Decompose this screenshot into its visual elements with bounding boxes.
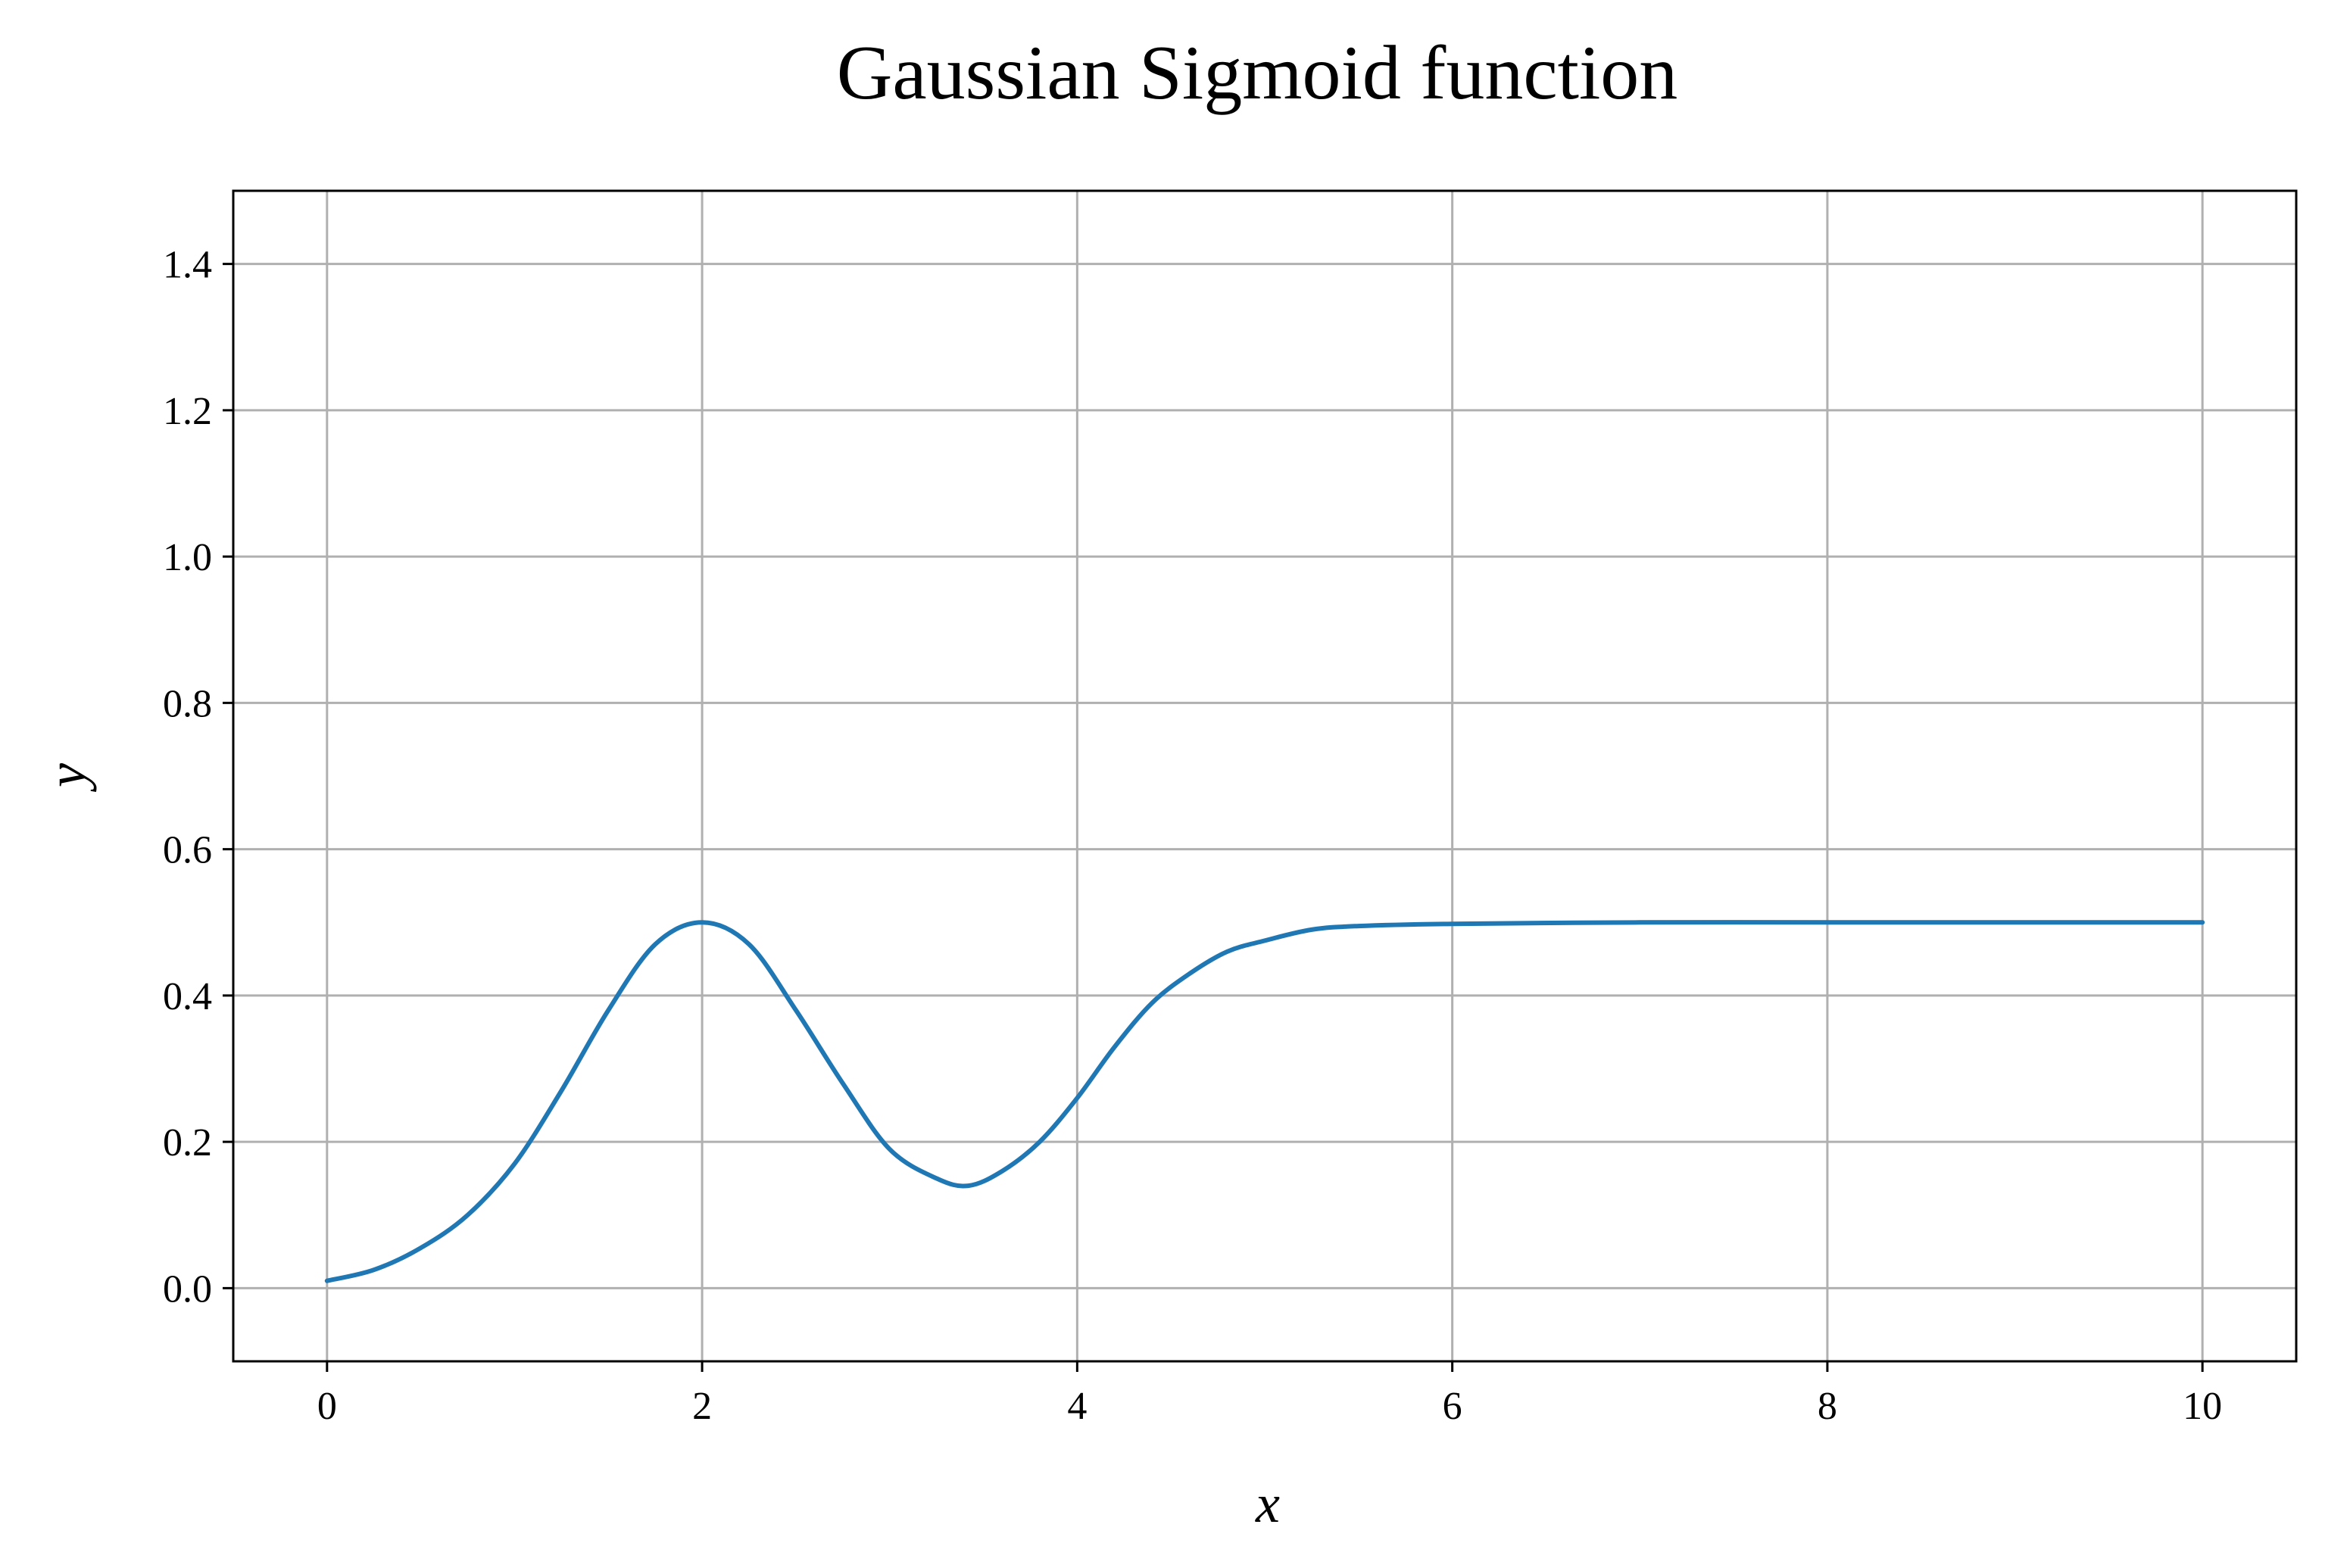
chart-title: Gaussian Sigmoid function <box>837 30 1678 116</box>
y-tick-label: 0.6 <box>163 829 212 872</box>
series-layer <box>324 920 2205 1283</box>
series-line-0 <box>324 920 2205 1283</box>
x-tick-label: 8 <box>1818 1385 1837 1428</box>
x-tick-label: 6 <box>1443 1385 1462 1428</box>
axis-ticks: 0 2 4 6 8 10 0.0 0.2 0.4 0.6 0.8 1.0 1.2 1.4 <box>163 244 2222 1428</box>
x-tick-label: 10 <box>2183 1385 2222 1428</box>
plot-frame <box>232 189 2298 1363</box>
x-tick-label: 0 <box>317 1385 337 1428</box>
grid-lines <box>233 191 2296 1361</box>
x-tick-label: 2 <box>692 1385 712 1428</box>
y-tick-label: 1.4 <box>163 244 212 287</box>
x-axis-label: x <box>1255 1473 1280 1534</box>
y-axis-label: y <box>36 763 97 793</box>
x-tick-label: 4 <box>1067 1385 1087 1428</box>
y-tick-label: 0.2 <box>163 1121 212 1164</box>
y-tick-label: 0.4 <box>163 975 212 1018</box>
y-tick-label: 1.0 <box>163 536 212 579</box>
y-tick-label: 0.0 <box>163 1267 212 1311</box>
y-tick-label: 0.8 <box>163 682 212 725</box>
y-tick-label: 1.2 <box>163 390 212 433</box>
